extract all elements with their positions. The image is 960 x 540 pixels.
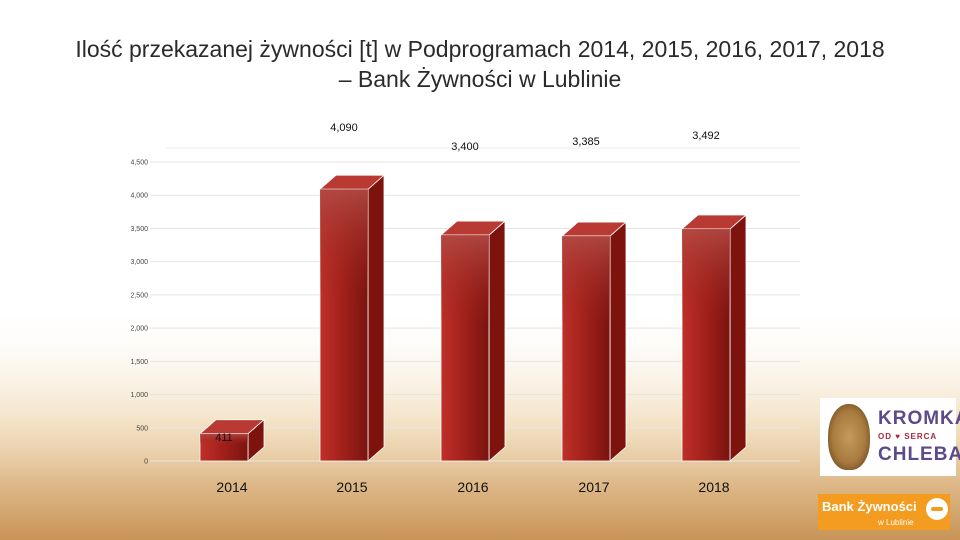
kromka-line1: KROMKA [878, 408, 960, 429]
y-tick-label: 4,500 [130, 160, 148, 167]
bread-slice-icon [828, 404, 870, 470]
y-tick-label: 2,000 [130, 326, 148, 333]
bar-2015 [318, 174, 386, 462]
y-axis-ticks: 0 500 1,000 1,500 2,000 2,500 3,000 3,500 4,000 4… [130, 160, 148, 466]
bar-2018 [680, 214, 748, 462]
y-tick-label: 1,500 [130, 359, 148, 366]
x-axis-categories: 2014 2015 2016 2017 2018 [216, 479, 729, 495]
x-category-2017: 2017 [578, 479, 609, 495]
kromka-od-serca-chleba-logo: KROMKA OD ♥ SERCA CHLEBA [820, 398, 960, 476]
data-label-2018: 3,492 [692, 130, 720, 142]
y-tick-label: 3,500 [130, 226, 148, 233]
x-category-2014: 2014 [216, 479, 247, 495]
bank-zywnosci-logo: Bank Żywności w Lublinie [818, 494, 950, 530]
data-label-2015: 4,090 [330, 122, 358, 134]
bank-emblem-icon [926, 498, 948, 520]
y-tick-label: 500 [136, 425, 148, 432]
y-tick-label: 2,500 [130, 292, 148, 299]
x-category-2018: 2018 [698, 479, 729, 495]
bar-2017 [560, 221, 628, 462]
kromka-line2: OD ♥ SERCA [878, 432, 938, 441]
chart-title-line2: – Bank Żywności w Lublinie [338, 66, 622, 92]
chart-title: Ilość przekazanej żywności [t] w Podprog… [20, 34, 940, 94]
y-tick-label: 1,000 [130, 392, 148, 399]
data-labels: 411 4,090 3,400 3,385 3,492 [215, 122, 720, 444]
y-tick-label: 0 [144, 459, 148, 466]
bar-2014 [198, 418, 266, 462]
bars [198, 174, 748, 462]
y-tick-label: 4,000 [130, 193, 148, 200]
data-label-2017: 3,385 [572, 136, 600, 148]
bank-name: Bank Żywności [822, 499, 917, 514]
data-label-2014: 411 [215, 432, 233, 444]
bar-2016 [439, 220, 507, 462]
kromka-line3: CHLEBA [878, 444, 960, 465]
chart-title-line1: Ilość przekazanej żywności [t] w Podprog… [75, 36, 885, 62]
data-label-2016: 3,400 [451, 141, 479, 153]
bank-city: w Lublinie [878, 518, 914, 527]
x-category-2016: 2016 [457, 479, 488, 495]
x-category-2015: 2015 [336, 479, 367, 495]
y-tick-label: 3,000 [130, 259, 148, 266]
